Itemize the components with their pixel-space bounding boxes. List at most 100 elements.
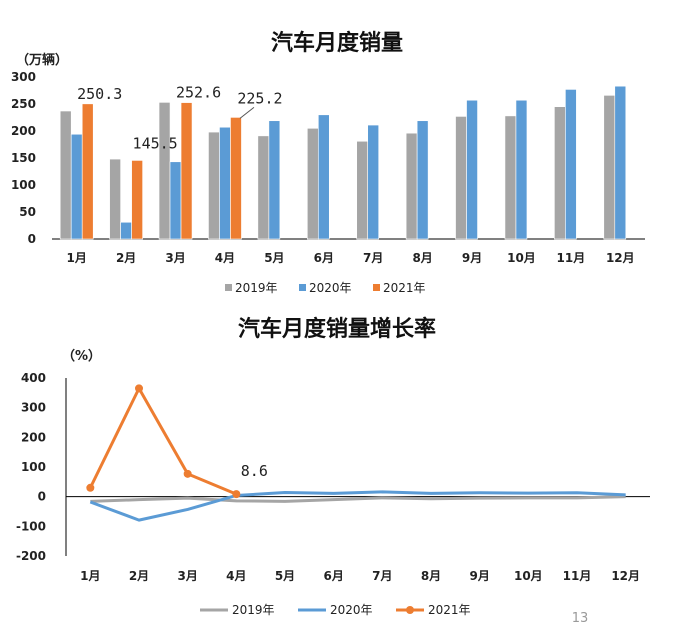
legend-label: 2021年 — [428, 603, 471, 617]
page-number: 13 — [572, 611, 589, 626]
bar-2019年-7月 — [356, 140, 369, 240]
bar-chart-category-label: 4月 — [215, 251, 235, 265]
bar-2021年-3月 — [180, 102, 193, 240]
line-chart-category-label: 9月 — [469, 569, 489, 583]
line-chart-category-label: 4月 — [226, 569, 246, 583]
bar-chart-data-label: 252.6 — [176, 84, 221, 102]
bar-chart-y-axis: 0 50 100 150 200 250 300 — [11, 70, 36, 246]
bar-chart-data-labels: 250.3 145.5 252.6 225.2 — [77, 84, 282, 153]
legend-label: 2019年 — [232, 603, 275, 617]
bar-2020年-5月 — [268, 120, 281, 240]
line-chart-category-label: 6月 — [323, 569, 343, 583]
line-chart-categories: 1月 2月 3月 4月 5月 6月 7月 8月 9月 10月 11月 12月 — [80, 569, 640, 583]
line-chart-y-tick: 100 — [21, 460, 46, 474]
bar-2021年-1月 — [81, 103, 94, 240]
line-point-2021年 — [232, 490, 241, 499]
bar-chart-category-label: 10月 — [507, 251, 536, 265]
line-series-2021年 — [88, 386, 237, 496]
line-chart-category-label: 7月 — [372, 569, 392, 583]
line-chart-y-axis: -200 -100 0 100 200 300 400 — [16, 371, 46, 563]
legend-label: 2019年 — [235, 281, 278, 295]
bar-2020年-3月 — [169, 161, 182, 240]
line-chart-category-label: 12月 — [611, 569, 640, 583]
bar-chart-category-label: 1月 — [67, 251, 87, 265]
bar-2019年-12月 — [603, 95, 616, 240]
bar-2021年-4月 — [230, 117, 242, 240]
bar-chart-category-label: 6月 — [314, 251, 334, 265]
bar-2020年-4月 — [219, 126, 231, 240]
line-series-2020年 — [89, 490, 626, 522]
bar-2020年-6月 — [317, 114, 330, 240]
bar-chart-y-tick: 250 — [11, 97, 36, 111]
bar-chart-category-label: 8月 — [412, 251, 432, 265]
line-chart-y-tick: -100 — [16, 519, 46, 533]
legend-label: 2020年 — [330, 603, 373, 617]
line-chart-y-tick: 0 — [38, 490, 46, 504]
line-chart-legend: 2019年 2020年 2021年 — [200, 603, 471, 617]
line-chart-category-label: 8月 — [421, 569, 441, 583]
legend-swatch-2021年 — [373, 284, 380, 291]
bar-chart-category-label: 3月 — [165, 251, 185, 265]
bar-chart-data-label: 145.5 — [133, 134, 178, 152]
legend-swatch-2020年 — [299, 284, 306, 291]
bar-chart-y-tick: 150 — [11, 151, 36, 165]
line-chart-data-label: 8.6 — [241, 462, 268, 480]
bar-2019年-2月 — [109, 158, 121, 240]
bar-chart-category-label: 2月 — [116, 251, 136, 265]
bar-2019年-8月 — [405, 132, 418, 240]
line-chart-category-label: 2月 — [129, 569, 149, 583]
bar-chart-y-tick: 0 — [28, 232, 36, 246]
bar-2019年-9月 — [455, 116, 467, 240]
bar-2020年-1月 — [70, 133, 83, 240]
bar-2020年-9月 — [466, 99, 478, 240]
bar-2020年-11月 — [565, 89, 577, 240]
bar-2019年-11月 — [554, 106, 566, 240]
bar-chart-y-tick: 200 — [11, 124, 36, 138]
line-chart-category-label: 1月 — [80, 569, 100, 583]
bar-chart-category-label: 12月 — [606, 251, 635, 265]
line-chart-unit: （%） — [62, 348, 101, 364]
line-chart-category-label: 10月 — [514, 569, 543, 583]
line-chart-category-label: 5月 — [275, 569, 295, 583]
bar-2019年-6月 — [306, 128, 319, 240]
line-chart-data-labels: 8.6 — [241, 462, 268, 480]
legend-swatch-2019年 — [225, 284, 232, 291]
bar-2020年-10月 — [515, 99, 528, 240]
line-chart: 汽车月度销量增长率 （%） -200 -100 0 100 200 300 400 1月 2月… — [16, 316, 650, 617]
bar-chart-legend: 2019年 2020年 2021年 — [225, 281, 426, 295]
bar-chart-data-label: 225.2 — [237, 89, 282, 107]
line-point-2021年 — [135, 384, 143, 393]
legend-label: 2020年 — [309, 281, 352, 295]
bar-chart-bars — [59, 85, 627, 240]
bar-chart-categories: 1月 2月 3月 4月 5月 6月 7月 8月 9月 10月 11月 12月 — [67, 251, 635, 265]
bar-chart-unit: （万辆） — [16, 52, 68, 68]
line-point-2021年 — [183, 469, 192, 478]
bar-chart-y-tick: 100 — [11, 178, 36, 192]
bar-chart-y-tick: 50 — [19, 205, 36, 219]
bar-2020年-7月 — [367, 124, 380, 240]
bar-chart-category-label: 5月 — [264, 251, 284, 265]
bar-chart: 汽车月度销量 （万辆） 0 50 100 150 200 250 300 1月 2月 3月 4月 5… — [11, 30, 645, 295]
bar-chart-label-leader — [239, 106, 255, 119]
bar-2020年-2月 — [120, 221, 132, 240]
legend-marker — [406, 606, 414, 614]
bar-chart-category-label: 11月 — [557, 251, 586, 265]
line-chart-title: 汽车月度销量增长率 — [238, 316, 436, 342]
bar-2019年-3月 — [158, 102, 171, 240]
bar-chart-title: 汽车月度销量 — [271, 30, 403, 56]
bar-chart-data-label: 250.3 — [77, 85, 122, 103]
bar-2020年-8月 — [416, 120, 429, 240]
bar-2019年-10月 — [504, 115, 517, 240]
bar-chart-category-label: 7月 — [363, 251, 383, 265]
bar-2020年-12月 — [614, 85, 627, 240]
bar-2019年-5月 — [257, 135, 270, 240]
line-series-2019年 — [90, 495, 626, 503]
bar-2019年-4月 — [208, 131, 220, 240]
line-chart-y-tick: 200 — [21, 430, 46, 444]
line-point-2021年 — [86, 483, 95, 492]
legend-label: 2021年 — [383, 281, 426, 295]
line-chart-category-label: 3月 — [177, 569, 197, 583]
bar-chart-y-tick: 300 — [11, 70, 36, 84]
line-chart-y-tick: 300 — [21, 401, 46, 415]
bar-chart-category-label: 9月 — [462, 251, 482, 265]
